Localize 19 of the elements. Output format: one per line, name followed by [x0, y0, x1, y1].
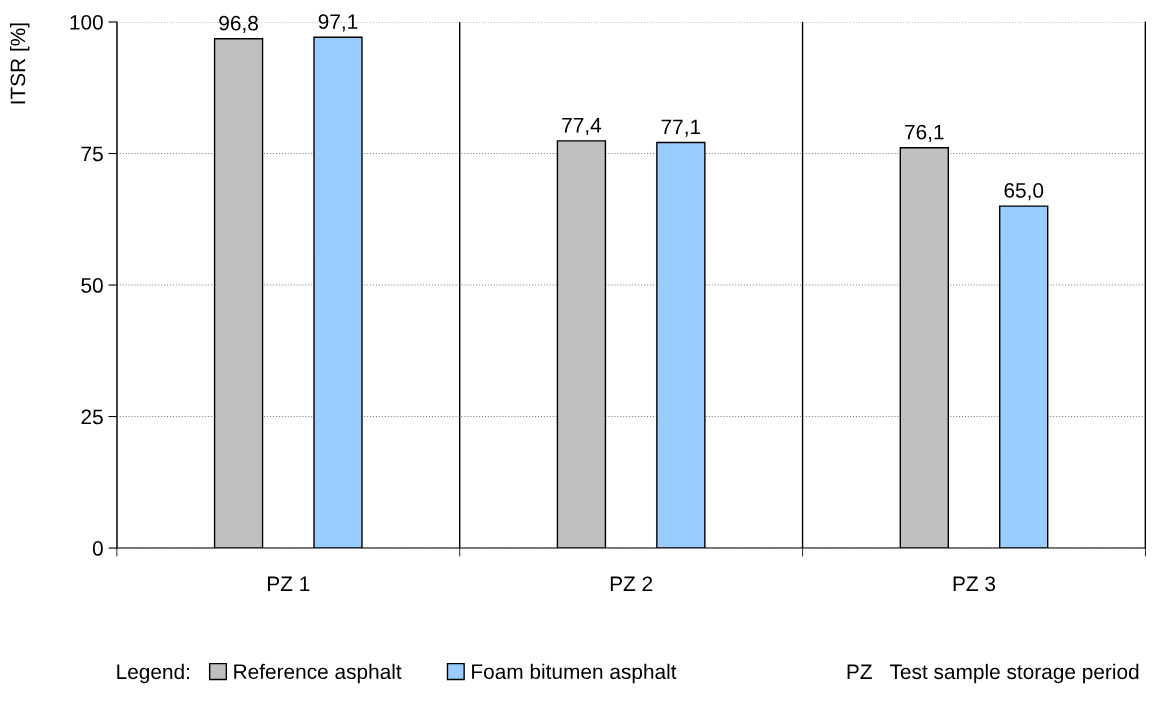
legend-title: Legend: [117, 663, 190, 684]
y-tick-label: 50 [81, 278, 103, 293]
x-tick-label: PZ 1 [268, 576, 310, 591]
data-label: 76,1 [905, 124, 944, 142]
y-tick-label: 0 [92, 541, 103, 556]
y-tick-label: 75 [81, 146, 103, 162]
y-axis-title: ITSR [%] [10, 23, 30, 104]
data-label: 77,4 [562, 118, 602, 136]
y-tick-label: 100 [70, 14, 103, 30]
text: PZ Test sample storage period [847, 663, 1139, 684]
data-label: 96,8 [219, 15, 258, 33]
data-label: 97,1 [318, 14, 358, 32]
data-label: 77,1 [661, 119, 701, 137]
data-label: 65,0 [1004, 183, 1044, 201]
x-tick-label: PZ 3 [953, 576, 996, 592]
y-tick-label: 25 [81, 409, 103, 425]
legend-label: Foam bitumen asphalt [472, 663, 677, 684]
legend-label: Reference asphalt [234, 663, 402, 684]
x-tick-label: PZ 2 [610, 576, 653, 591]
